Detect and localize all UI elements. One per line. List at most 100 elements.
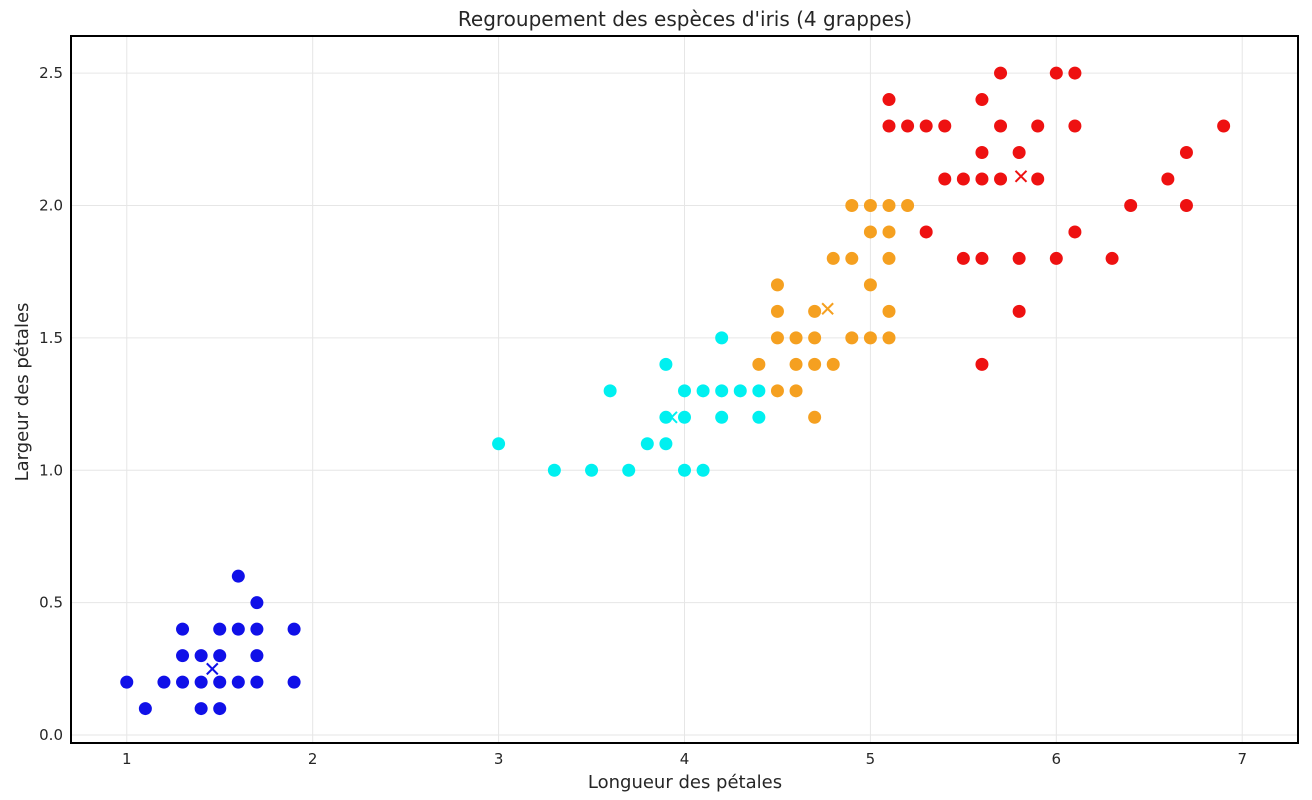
x-tick-label: 7	[1237, 750, 1247, 768]
data-point-cluster-4	[956, 172, 970, 186]
data-point-cluster-1	[157, 675, 171, 689]
data-point-cluster-1	[176, 675, 190, 689]
data-point-cluster-1	[138, 702, 152, 716]
data-point-cluster-3	[789, 357, 803, 371]
data-point-cluster-4	[1161, 172, 1175, 186]
data-point-cluster-3	[863, 278, 877, 292]
y-tick-label: 1.5	[39, 329, 63, 347]
data-point-cluster-3	[808, 410, 822, 424]
data-point-cluster-1	[231, 569, 245, 583]
data-point-cluster-4	[1179, 198, 1193, 212]
data-point-cluster-4	[994, 119, 1008, 133]
data-point-cluster-3	[789, 331, 803, 345]
data-point-cluster-2	[715, 410, 729, 424]
data-point-cluster-4	[1012, 146, 1026, 160]
data-point-cluster-4	[1049, 251, 1063, 265]
data-point-cluster-2	[640, 437, 654, 451]
cluster-centroids	[206, 170, 1028, 676]
data-point-cluster-1	[287, 675, 301, 689]
data-point-cluster-1	[213, 675, 227, 689]
data-point-cluster-4	[1124, 198, 1138, 212]
x-axis-label: Longueur des pétales	[588, 772, 782, 793]
data-point-cluster-3	[863, 198, 877, 212]
data-point-cluster-4	[919, 119, 933, 133]
x-tick-label: 2	[308, 750, 318, 768]
x-tick-label: 1	[122, 750, 132, 768]
data-point-cluster-4	[901, 119, 915, 133]
data-point-cluster-4	[975, 251, 989, 265]
data-point-cluster-4	[994, 66, 1008, 80]
data-point-cluster-4	[1217, 119, 1231, 133]
data-point-cluster-1	[176, 622, 190, 636]
data-point-cluster-2	[696, 384, 710, 398]
x-tick-label: 4	[680, 750, 690, 768]
data-point-cluster-2	[547, 463, 561, 477]
data-point-cluster-2	[678, 384, 691, 398]
data-point-cluster-4	[938, 172, 952, 186]
data-point-cluster-4	[1068, 225, 1082, 239]
data-point-cluster-3	[845, 251, 859, 265]
data-point-cluster-2	[752, 384, 766, 398]
data-point-cluster-2	[622, 463, 636, 477]
data-point-cluster-3	[882, 304, 896, 318]
data-point-cluster-4	[1012, 251, 1026, 265]
x-tick-label: 3	[494, 750, 504, 768]
data-point-cluster-4	[1179, 146, 1193, 160]
data-point-cluster-4	[1105, 251, 1119, 265]
data-point-cluster-4	[956, 251, 970, 265]
data-point-cluster-4	[975, 172, 989, 186]
data-point-cluster-1	[120, 675, 134, 689]
centroid-marker-3	[821, 302, 834, 315]
data-point-cluster-3	[882, 198, 896, 212]
data-point-cluster-3	[845, 198, 859, 212]
y-tick-label: 0.0	[39, 726, 63, 744]
data-point-cluster-2	[585, 463, 599, 477]
data-point-cluster-4	[1012, 304, 1026, 318]
tick-labels: 1 2 3 4 5 6 7 0.0 0.5 1.0 1.5 2.0 2.5	[39, 64, 1247, 768]
data-point-cluster-3	[752, 357, 766, 371]
data-point-cluster-3	[770, 384, 784, 398]
data-point-cluster-1	[213, 622, 227, 636]
data-point-cluster-1	[250, 596, 264, 610]
data-point-cluster-3	[770, 331, 784, 345]
data-point-cluster-4	[882, 93, 896, 107]
data-point-cluster-4	[938, 119, 952, 133]
data-point-cluster-1	[194, 702, 208, 716]
data-point-cluster-2	[715, 384, 729, 398]
data-point-cluster-1	[176, 649, 190, 663]
chart-title: Regroupement des espèces d'iris (4 grapp…	[458, 7, 912, 31]
data-point-cluster-2	[659, 357, 673, 371]
data-point-cluster-3	[770, 304, 784, 318]
data-points	[120, 66, 1231, 716]
data-point-cluster-3	[845, 331, 859, 345]
data-point-cluster-2	[715, 331, 729, 345]
data-point-cluster-3	[826, 357, 840, 371]
data-point-cluster-1	[231, 675, 245, 689]
data-point-cluster-4	[882, 119, 896, 133]
data-point-cluster-1	[250, 675, 264, 689]
data-point-cluster-2	[603, 384, 617, 398]
grid-lines	[71, 36, 1298, 743]
data-point-cluster-1	[194, 649, 208, 663]
data-point-cluster-3	[789, 384, 803, 398]
data-point-cluster-4	[1031, 119, 1045, 133]
data-point-cluster-3	[901, 198, 915, 212]
centroid-marker-1	[206, 662, 219, 676]
data-point-cluster-4	[1049, 66, 1063, 80]
centroid-marker-2	[665, 411, 678, 424]
data-point-cluster-3	[882, 331, 896, 345]
x-tick-label: 5	[866, 750, 876, 768]
data-point-cluster-3	[826, 251, 840, 265]
data-point-cluster-3	[808, 357, 822, 371]
y-tick-label: 2.0	[39, 196, 63, 214]
data-point-cluster-3	[863, 331, 877, 345]
data-point-cluster-3	[882, 225, 896, 239]
data-point-cluster-2	[696, 463, 710, 477]
data-point-cluster-2	[659, 437, 673, 451]
data-point-cluster-2	[492, 437, 506, 451]
data-point-cluster-2	[752, 410, 766, 424]
data-point-cluster-4	[1068, 119, 1082, 133]
data-point-cluster-4	[975, 146, 989, 160]
data-point-cluster-3	[808, 331, 822, 345]
